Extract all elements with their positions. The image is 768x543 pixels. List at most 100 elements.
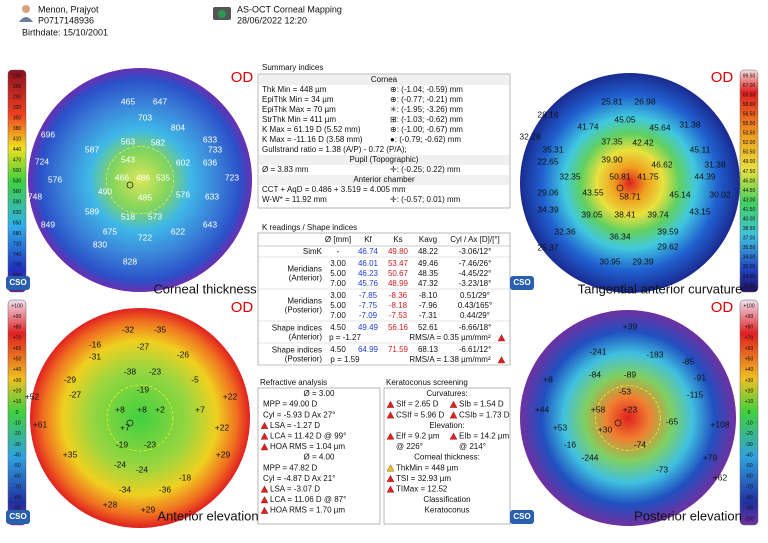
map-value: +35 xyxy=(63,449,78,459)
map-value: 636 xyxy=(203,157,217,167)
row-label: Meridians xyxy=(287,297,322,306)
summary-location: ⊞: (-1.03; -0.62) mm xyxy=(390,115,463,124)
map-value: 703 xyxy=(138,112,152,122)
warning-icon xyxy=(386,432,395,440)
map-value: 45.05 xyxy=(614,114,636,124)
map-value: +8 xyxy=(115,404,125,414)
scale-label: 16.00 xyxy=(743,283,756,289)
pupil-outline xyxy=(106,384,174,452)
table-cell: -3.23/18° xyxy=(459,279,492,288)
warning-icon xyxy=(260,485,269,493)
map-value: +23 xyxy=(623,404,638,414)
map-value: 582 xyxy=(151,137,165,147)
map-value: 39.05 xyxy=(581,209,603,219)
scale-label: 46.00 xyxy=(743,178,756,184)
map-value: +7 xyxy=(120,422,130,432)
scale-label: 38.50 xyxy=(743,226,756,232)
shape-p: p = -1.27 xyxy=(329,333,361,342)
scale-label: -60 xyxy=(745,474,752,480)
map-value: 45.64 xyxy=(649,122,671,132)
map-value: 44.39 xyxy=(694,171,716,181)
scale-label: 47.50 xyxy=(743,169,756,175)
table-cell: 71.59 xyxy=(388,345,409,354)
map-surface xyxy=(30,308,250,528)
map-value: -91 xyxy=(694,372,707,382)
map-value: 647 xyxy=(153,96,167,106)
section-title: Refractive analysis xyxy=(260,378,327,387)
row-label: (Anterior) xyxy=(289,333,323,342)
logo: CSO xyxy=(9,512,26,521)
scale-label: 0 xyxy=(16,410,19,416)
map-value: 32.35 xyxy=(559,171,581,181)
map-value: -85 xyxy=(682,356,695,366)
section-title: K readings / Shape indices xyxy=(262,223,357,232)
table-cell: -7.53 xyxy=(389,311,408,320)
map-value: -74 xyxy=(634,439,647,449)
map-title: Anterior elevation xyxy=(157,508,258,523)
map-value: -19 xyxy=(137,384,150,394)
map-value: 30.02 xyxy=(709,189,731,199)
scale-label: 43.00 xyxy=(743,197,756,203)
table-cell: -7.46/26° xyxy=(459,259,492,268)
map-value: 31.38 xyxy=(704,159,726,169)
section-header: Cornea xyxy=(371,75,398,84)
eye-label: OD xyxy=(711,299,734,316)
list-item: TIMax = 12.52 xyxy=(396,485,448,494)
color-scale xyxy=(7,299,27,526)
warning-icon xyxy=(386,485,395,493)
scale-label: 56.50 xyxy=(743,112,756,118)
map-value: 26.98 xyxy=(634,96,656,106)
map-value: 696 xyxy=(41,129,55,139)
map-value: +62 xyxy=(713,472,728,482)
map-value: 36.34 xyxy=(609,231,631,241)
pupil-outline xyxy=(106,145,174,214)
list-item: ThkMin = 448 µm xyxy=(396,463,459,472)
list-item: LCA = 11.06 D @ 87° xyxy=(270,495,346,504)
scale-label: -40 xyxy=(13,452,20,458)
map-value: 29.62 xyxy=(657,241,679,251)
pupil-outline xyxy=(596,149,664,217)
map-value: 37.35 xyxy=(601,136,623,146)
list-header: Ø = 3.00 xyxy=(304,389,335,398)
map-value: 28.16 xyxy=(537,109,559,119)
map-value: 31.38 xyxy=(679,119,701,129)
scale-label: -30 xyxy=(13,442,20,448)
map-value: 25.81 xyxy=(601,96,623,106)
list-item: @ 226° xyxy=(396,442,423,451)
summary-location: ⊕: (-1.00; -0.67) mm xyxy=(390,125,463,134)
scale-label: 99.50 xyxy=(743,73,756,79)
table-cell: 52.61 xyxy=(418,323,439,332)
list-item: LSA = -3.07 D xyxy=(270,485,320,494)
map-value: -34 xyxy=(119,484,132,494)
scale-label: +70 xyxy=(745,335,754,341)
map-value: 633 xyxy=(205,191,219,201)
map-value: 30.95 xyxy=(599,256,621,266)
map-value: 587 xyxy=(85,144,99,154)
scale-label: +80 xyxy=(13,325,22,331)
list-item: EIb = 14.2 µm xyxy=(459,432,510,441)
table-cell: 0.44/29° xyxy=(460,311,490,320)
warning-icon xyxy=(260,443,269,451)
center-mark xyxy=(614,419,622,427)
scale-label: 440 xyxy=(13,147,22,153)
scale-label: -20 xyxy=(13,431,20,437)
summary-text: K Max = -11.16 D (3.58 mm) xyxy=(262,135,363,144)
map-value: -18 xyxy=(179,472,192,482)
row-label: (Anterior) xyxy=(289,274,323,283)
map-value: +2 xyxy=(155,404,165,414)
scale-label: 470 xyxy=(13,157,22,163)
scale-label: 44.50 xyxy=(743,188,756,194)
table-cell: 46.74 xyxy=(358,247,379,256)
table-cell: -7.85 xyxy=(359,291,378,300)
column-header: Cyl / Ax [D]/[°] xyxy=(450,235,499,244)
map-value: +39 xyxy=(623,321,638,331)
section-header: Anterior chamber xyxy=(353,175,415,184)
scale-label: -60 xyxy=(13,474,20,480)
summary-location: ●: (-0.79; -0.62) mm xyxy=(390,135,461,144)
map-value: 45.14 xyxy=(669,189,691,199)
summary-location: ✛: (-0.57; 0.01) mm xyxy=(390,195,461,204)
map-value: 486 xyxy=(136,172,150,182)
scale-label: +30 xyxy=(13,378,22,384)
map-value: +22 xyxy=(215,422,230,432)
scale-label: -20 xyxy=(745,431,752,437)
